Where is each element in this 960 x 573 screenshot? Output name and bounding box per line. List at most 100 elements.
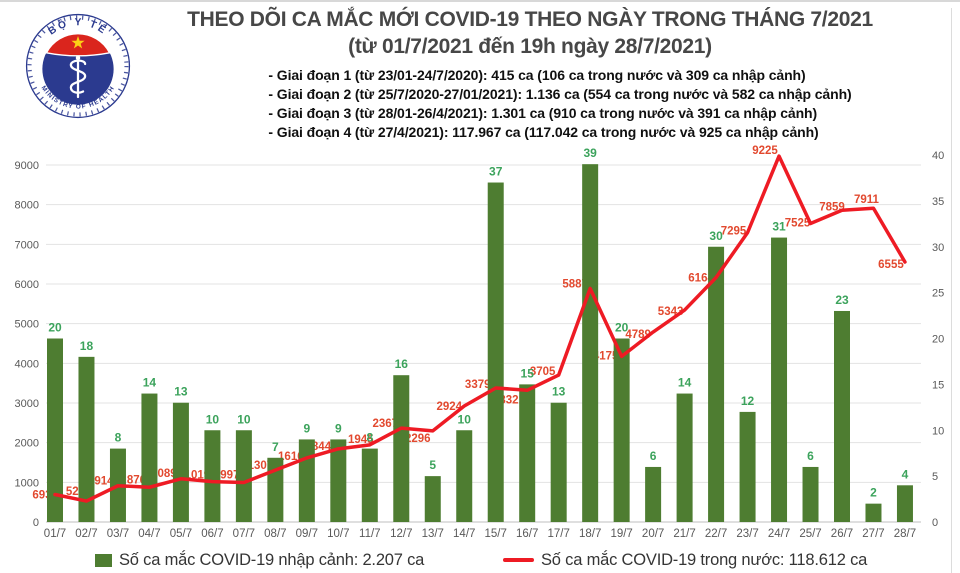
logo-asclepius-rod-icon — [69, 55, 87, 99]
page-subtitle: (từ 01/7/2021 đến 19h ngày 28/7/2021) — [348, 35, 712, 58]
x-tick-label: 28/7 — [894, 528, 916, 540]
line-value-label: 4175 — [593, 350, 619, 362]
logo-tick-ring — [27, 15, 129, 117]
bar — [896, 485, 913, 522]
bar — [865, 503, 882, 522]
line-value-label: 3321 — [499, 394, 525, 406]
line-value-label: 6555 — [878, 259, 904, 271]
y-right-tick-label: 35 — [932, 196, 944, 208]
x-tick-label: 24/7 — [768, 528, 790, 540]
bar-value-label: 10 — [458, 412, 472, 426]
y-left-tick-label: 8000 — [15, 200, 39, 212]
x-tick-label: 09/7 — [296, 528, 318, 540]
bar-value-label: 31 — [772, 220, 786, 234]
imported-series-swatch — [95, 553, 112, 567]
bar-value-label: 39 — [583, 146, 597, 160]
y-right-tick-label: 15 — [932, 379, 944, 391]
chart-legend: Số ca mắc COVID-19 nhập cảnh: 2.207 ca S… — [0, 549, 952, 571]
x-tick-label: 06/7 — [201, 528, 223, 540]
x-tick-label: 16/7 — [516, 528, 538, 540]
bar — [235, 430, 252, 522]
x-tick-label: 15/7 — [485, 528, 507, 540]
bar-value-label: 10 — [237, 412, 251, 426]
line-value-label: 7525 — [785, 218, 811, 230]
x-tick-label: 23/7 — [736, 528, 758, 540]
logo-outer-ring — [25, 13, 131, 119]
y-left-tick-label: 4000 — [15, 358, 39, 370]
x-tick-label: 05/7 — [170, 528, 192, 540]
y-right-tick-label: 20 — [932, 334, 944, 346]
line-value-label: 1307 — [248, 460, 274, 472]
bar-value-label: 12 — [741, 394, 755, 408]
legend-item-domestic: Số ca mắc COVID-19 trong nước: 118.612 c… — [503, 549, 867, 571]
phase-1-note: - Giai đoạn 1 (từ 23/01-24/7/2020): 415 … — [268, 67, 806, 83]
line-value-label: 2296 — [405, 433, 431, 445]
x-tick-label: 07/7 — [233, 528, 255, 540]
y-right-tick-label: 40 — [932, 150, 944, 162]
bar-value-label: 9 — [335, 421, 342, 435]
x-tick-label: 11/7 — [359, 528, 381, 540]
y-right-tick-label: 5 — [932, 471, 938, 483]
bar — [834, 310, 850, 522]
bar-value-label: 13 — [552, 385, 566, 399]
line-value-label: 997 — [220, 469, 239, 481]
bar-value-label: 7 — [272, 440, 279, 454]
x-tick-label: 04/7 — [138, 528, 160, 540]
x-tick-label: 03/7 — [107, 528, 129, 540]
domestic-series-label: Số ca mắc COVID-19 trong nước: 118.612 c… — [541, 550, 868, 569]
bar — [676, 393, 693, 522]
bar — [78, 356, 95, 522]
domestic-series-swatch — [503, 558, 534, 562]
bar — [47, 338, 63, 522]
bar — [487, 182, 504, 522]
bar-value-label: 8 — [366, 431, 373, 445]
bar — [424, 476, 441, 522]
line-value-label: 6164 — [688, 272, 714, 284]
y-left-tick-label: 2000 — [15, 438, 39, 450]
x-tick-label: 13/7 — [422, 528, 444, 540]
y-left-tick-label: 5000 — [15, 319, 39, 331]
bar-value-label: 6 — [650, 449, 657, 463]
y-left-tick-label: 7000 — [15, 239, 39, 251]
x-tick-label: 14/7 — [453, 528, 475, 540]
y-left-tick-label: 9000 — [15, 160, 39, 172]
bar-value-label: 20 — [48, 321, 62, 335]
bar-value-label: 16 — [395, 357, 409, 371]
y-right-tick-label: 10 — [932, 425, 944, 437]
phase-2-note: - Giai đoạn 2 (từ 25/7/2020-27/01/2021):… — [268, 86, 852, 102]
line-value-label: 5887 — [562, 278, 588, 290]
bar — [519, 384, 536, 522]
domestic-cases-line — [53, 154, 907, 503]
line-value-label: 3705 — [530, 366, 556, 378]
x-tick-label: 26/7 — [831, 528, 853, 540]
bar-value-label: 15 — [521, 366, 535, 380]
bar-value-label: 13 — [174, 385, 188, 399]
bar-value-label: 6 — [807, 449, 814, 463]
bar — [361, 448, 378, 522]
phase-4-note: - Giai đoạn 4 (từ 27/4/2021): 117.967 ca… — [268, 124, 819, 140]
x-tick-label: 18/7 — [579, 528, 601, 540]
bar — [393, 375, 410, 522]
line-value-label: 3379 — [465, 379, 491, 391]
bar — [739, 411, 756, 522]
bar-value-label: 9 — [303, 421, 310, 435]
bar — [582, 164, 599, 523]
bar — [802, 466, 819, 522]
line-value-label: 914 — [94, 476, 114, 488]
bar — [267, 457, 284, 522]
x-tick-label: 21/7 — [673, 528, 695, 540]
bar-value-label: 30 — [709, 229, 723, 243]
y-left-tick-label: 6000 — [15, 279, 39, 291]
bar-value-label: 10 — [206, 412, 220, 426]
y-right-tick-label: 25 — [932, 288, 944, 300]
line-value-label: 9225 — [752, 145, 778, 157]
bar — [613, 338, 630, 522]
x-tick-label: 19/7 — [610, 528, 632, 540]
bar-value-label: 8 — [115, 431, 122, 445]
x-tick-label: 25/7 — [799, 528, 821, 540]
y-left-tick-label: 0 — [33, 517, 39, 529]
bar-value-label: 23 — [835, 293, 849, 307]
bar-value-label: 4 — [902, 467, 909, 481]
slide-right-edge — [951, 8, 952, 573]
